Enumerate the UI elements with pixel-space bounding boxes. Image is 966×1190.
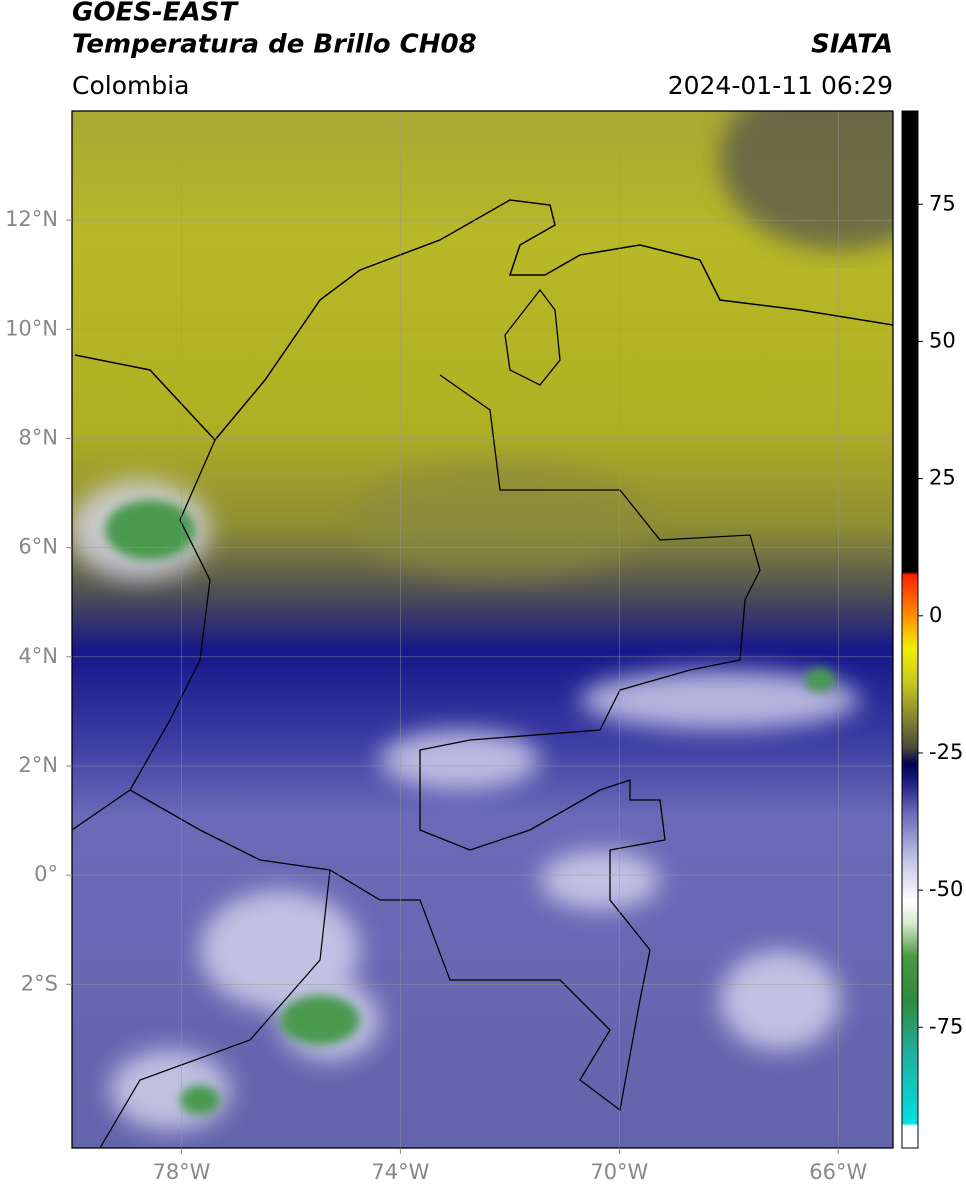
region: Colombia xyxy=(72,71,189,100)
colorbar-tick-label: 25 xyxy=(929,466,956,490)
x-tick-label: 70°W xyxy=(590,1160,648,1184)
olive-area xyxy=(350,460,650,580)
border xyxy=(72,789,331,1148)
y-tick-label: 0° xyxy=(34,862,58,886)
colorbar-tick-label: -50 xyxy=(929,877,963,901)
y-tick-label: 12°N xyxy=(5,207,58,231)
coastline xyxy=(74,199,893,442)
map-frame xyxy=(71,110,894,1149)
dark-area xyxy=(720,111,893,250)
y-tick-label: 4°N xyxy=(18,644,58,668)
y-tick-label: 2°S xyxy=(21,971,58,995)
y-tick-label: 2°N xyxy=(18,753,58,777)
colorbar-tick-label: 75 xyxy=(929,191,956,215)
source: SIATA xyxy=(811,30,893,60)
imagery xyxy=(72,111,893,1148)
y-tick-label: 10°N xyxy=(5,316,58,340)
datetime: 2024-01-11 06:29 xyxy=(668,71,893,100)
x-tick-label: 78°W xyxy=(152,1160,210,1184)
x-tick-label: 66°W xyxy=(809,1160,867,1184)
title: GOES-EAST xyxy=(72,0,239,28)
colorbar-tick-label: 0 xyxy=(929,603,942,627)
cold-tops xyxy=(105,500,835,1115)
lake xyxy=(504,288,561,386)
colorbar-tick-label: -75 xyxy=(929,1014,963,1038)
x-tick-label: 74°W xyxy=(371,1160,429,1184)
y-tick-label: 6°N xyxy=(18,535,58,559)
colorbar xyxy=(901,110,919,1149)
colorbar-tick-label: -25 xyxy=(929,740,963,764)
subtitle: Temperatura de Brillo CH08 xyxy=(72,30,477,60)
colorbar-tick-label: 50 xyxy=(929,328,956,352)
border xyxy=(129,374,761,1112)
y-tick-label: 8°N xyxy=(18,425,58,449)
